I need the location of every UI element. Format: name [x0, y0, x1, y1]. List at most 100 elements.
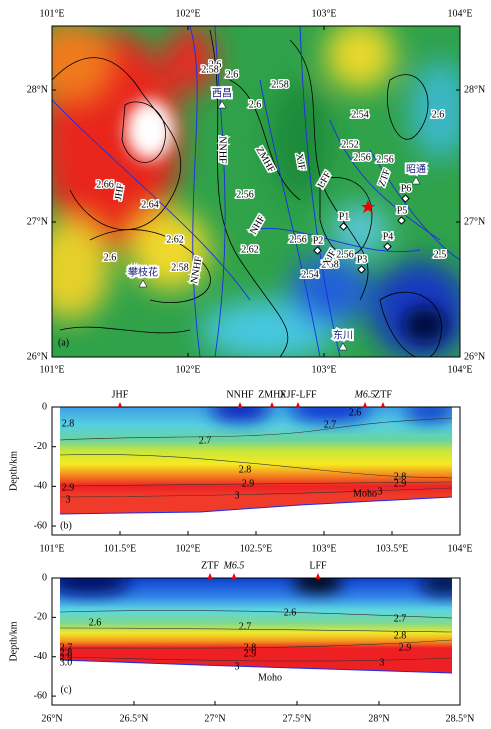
x-tick-label: 102.5°E	[240, 543, 273, 554]
section-b-contours	[60, 417, 452, 498]
section-c-frame	[51, 577, 461, 706]
contour-label: 2.6	[226, 69, 239, 80]
station-arrow	[237, 402, 243, 408]
point-label: P1	[339, 211, 350, 222]
x-tick-label: 101.5°E	[104, 543, 137, 554]
contour-label: 2.8	[394, 471, 407, 482]
y-tick-label: -40	[34, 651, 47, 662]
y-tick-label: 0	[42, 401, 47, 412]
panel-label: (b)	[60, 520, 72, 531]
y-axis-label: Depth/km	[8, 621, 19, 661]
contour-label: 2.9	[62, 482, 75, 493]
lat-tick-label: 27°N	[27, 216, 48, 227]
station-arrow	[231, 573, 237, 579]
moho-line	[60, 496, 452, 515]
point-marker	[383, 242, 392, 251]
map-field	[52, 26, 460, 357]
contour-label: 2.64	[141, 199, 159, 210]
contour-label: 2.5	[434, 249, 447, 260]
lon-tick-label: 102°E	[175, 364, 200, 375]
moho-line	[60, 659, 452, 674]
contour-label: 2.6	[249, 99, 262, 110]
top-label: M6.5	[354, 389, 376, 400]
city-label: 昭通	[406, 163, 426, 175]
below-moho	[60, 660, 452, 705]
station-arrow	[207, 573, 213, 579]
section-c-contours	[60, 610, 452, 662]
contour-label: 2.9	[242, 478, 255, 489]
city-marker	[411, 176, 421, 185]
point-label: P5	[397, 205, 408, 216]
lon-tick-label: 101°E	[39, 364, 64, 375]
lon-tick-label: 102°E	[175, 8, 200, 19]
contour-label: 2.58	[201, 64, 219, 75]
fault-label: XJF	[293, 153, 307, 172]
contour-label: 2.9	[399, 642, 412, 653]
city-label: 西昌	[212, 87, 232, 99]
contour-label: 3	[66, 494, 71, 505]
contour-label: 2.7	[394, 613, 407, 624]
station-arrow	[380, 402, 386, 408]
contour-label: 3.0	[60, 657, 73, 668]
y-tick-label: 0	[42, 572, 47, 583]
x-tick-label: 102°E	[175, 543, 200, 554]
x-tick-label: 28°N	[368, 713, 389, 724]
contour-label: 2.6	[432, 109, 445, 120]
lon-tick-label: 101°E	[39, 8, 64, 19]
fault-label: NNHF	[217, 136, 228, 164]
contour-label: 2.58	[271, 79, 289, 90]
point-label: P3	[357, 254, 368, 265]
station-arrow	[117, 402, 123, 408]
contour-label: 2.8	[394, 630, 407, 641]
contour-label: 2.54	[301, 269, 319, 280]
contour-label: 2.56	[336, 249, 354, 260]
contour-label: 3	[378, 486, 383, 497]
section-b-color	[60, 407, 452, 517]
lat-tick-label: 26°N	[464, 351, 485, 362]
contour-label: 2.66	[96, 179, 114, 190]
lat-tick-label: 26°N	[27, 351, 48, 362]
lon-tick-label: 103°E	[311, 364, 336, 375]
contour-label: 2.7	[239, 621, 252, 632]
contour-label: 2.58	[321, 259, 339, 270]
moho-label: Moho	[258, 672, 282, 683]
point-label: P4	[383, 231, 394, 242]
map-extremes	[126, 100, 447, 343]
contours	[52, 29, 442, 357]
faults	[52, 26, 460, 357]
top-label: ZTF	[374, 389, 392, 400]
x-tick-label: 26°N	[41, 713, 62, 724]
section-c-field	[60, 578, 452, 705]
lat-tick-label: 27°N	[464, 216, 485, 227]
station-arrow	[269, 402, 275, 408]
lon-tick-label: 104°E	[447, 364, 472, 375]
y-tick-label: -20	[34, 612, 47, 623]
contour-label: 2.62	[241, 244, 259, 255]
point-marker	[397, 216, 406, 225]
x-tick-label: 27°N	[204, 713, 225, 724]
contour-label: 2.7	[199, 435, 212, 446]
x-tick-label: 103°E	[311, 543, 336, 554]
moho-label: Moho	[353, 488, 377, 499]
contour-label: 2.8	[244, 642, 257, 653]
lon-tick-label: 104°E	[447, 8, 472, 19]
contour-label: 2.7	[60, 642, 73, 653]
contour-label: 2.8	[62, 418, 75, 429]
contour-label: 2.6	[104, 252, 117, 263]
contour-label: 2.6	[284, 607, 297, 618]
contour-label: 2.8	[239, 464, 252, 475]
city-label: 攀枝花	[128, 265, 158, 278]
contour-label: 2.9	[394, 478, 407, 489]
lat-tick-label: 28°N	[464, 84, 485, 95]
point-label: P6	[401, 183, 412, 194]
contour-label: 2.7	[324, 419, 337, 430]
city-marker	[138, 279, 148, 288]
lat-tick-label: 28°N	[27, 84, 48, 95]
city-label: 东川	[333, 328, 353, 341]
x-tick-label: 104°E	[447, 543, 472, 554]
station-arrow	[362, 402, 368, 408]
top-label: JHF	[112, 389, 129, 400]
contour-label: 2.56	[236, 189, 254, 200]
point-marker	[357, 265, 366, 274]
city-marker	[338, 342, 348, 351]
